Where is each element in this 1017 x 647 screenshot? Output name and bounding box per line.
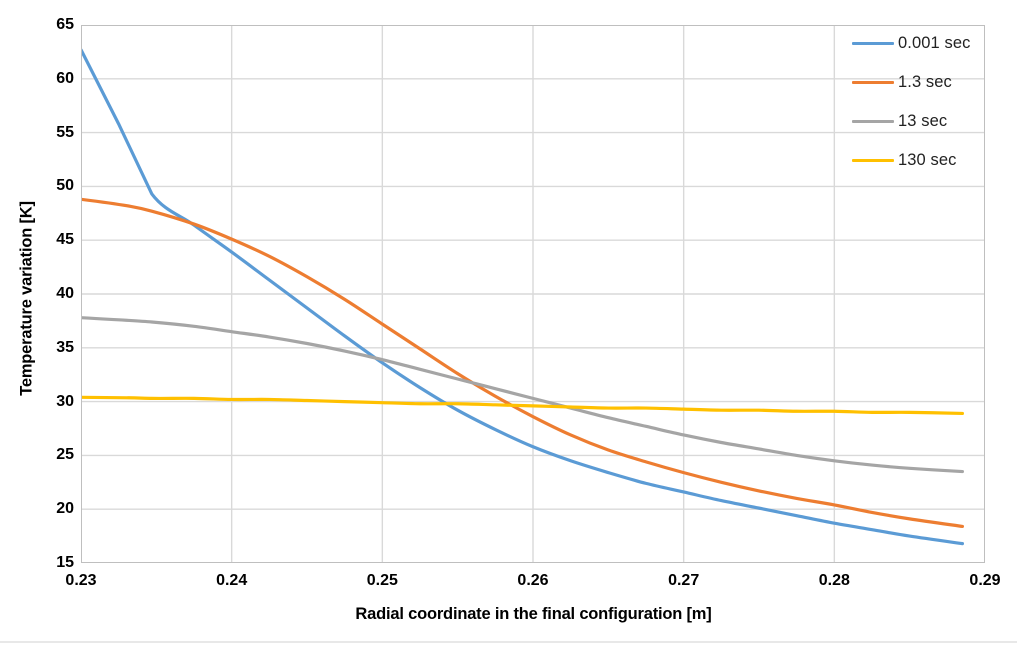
x-tick-label: 0.24 bbox=[216, 572, 248, 589]
chart-legend: 0.001 sec 1.3 sec 13 sec 130 sec bbox=[836, 22, 986, 179]
y-tick-label: 30 bbox=[56, 392, 74, 410]
series-line-13-sec bbox=[81, 316, 964, 474]
legend-label: 130 sec bbox=[898, 150, 957, 169]
legend-entry[interactable]: 1.3 sec bbox=[836, 71, 986, 93]
plot-area bbox=[81, 25, 985, 563]
series-lines bbox=[81, 48, 964, 546]
legend-color-swatch-icon bbox=[852, 80, 894, 84]
y-axis-tick-labels: 15 20 25 30 35 40 45 50 55 60 65 bbox=[0, 0, 74, 647]
x-axis-tick-labels: 0.23 0.24 0.25 0.26 0.27 0.28 0.29 bbox=[0, 572, 1017, 598]
plot-area-border bbox=[81, 25, 985, 563]
legend-color-swatch-icon bbox=[852, 41, 894, 45]
x-tick-label: 0.26 bbox=[517, 572, 549, 589]
y-tick-label: 40 bbox=[56, 285, 74, 302]
y-tick-label: 50 bbox=[56, 177, 74, 195]
legend-label: 1.3 sec bbox=[898, 72, 952, 91]
legend-entry[interactable]: 13 sec bbox=[836, 110, 986, 132]
y-tick-label: 25 bbox=[56, 446, 74, 464]
y-tick-label: 55 bbox=[56, 123, 74, 141]
legend-label: 13 sec bbox=[898, 111, 948, 130]
series-line-130-sec bbox=[81, 395, 964, 416]
legend-label: 0.001 sec bbox=[898, 33, 971, 52]
y-tick-label: 15 bbox=[56, 554, 74, 571]
legend-color-swatch-icon bbox=[852, 158, 894, 162]
y-tick-label: 35 bbox=[56, 338, 74, 356]
y-tick-label: 60 bbox=[56, 69, 74, 87]
y-tick-label: 45 bbox=[56, 231, 74, 249]
legend-entry[interactable]: 130 sec bbox=[836, 149, 986, 171]
y-tick-label: 20 bbox=[56, 500, 74, 518]
x-tick-label: 0.23 bbox=[65, 572, 97, 589]
x-tick-label: 0.28 bbox=[818, 572, 850, 589]
plot-svg bbox=[81, 25, 985, 563]
legend-entry[interactable]: 0.001 sec bbox=[836, 32, 986, 54]
x-tick-label: 0.25 bbox=[366, 572, 398, 589]
series-line-0-001-sec bbox=[81, 48, 964, 546]
legend-color-swatch-icon bbox=[852, 119, 894, 123]
x-axis-title: Radial coordinate in the final configura… bbox=[355, 605, 712, 623]
series-line-1-3-sec bbox=[81, 197, 964, 529]
x-tick-label: 0.27 bbox=[668, 572, 700, 589]
y-tick-label: 65 bbox=[56, 16, 74, 33]
x-tick-label: 0.29 bbox=[969, 572, 1001, 589]
